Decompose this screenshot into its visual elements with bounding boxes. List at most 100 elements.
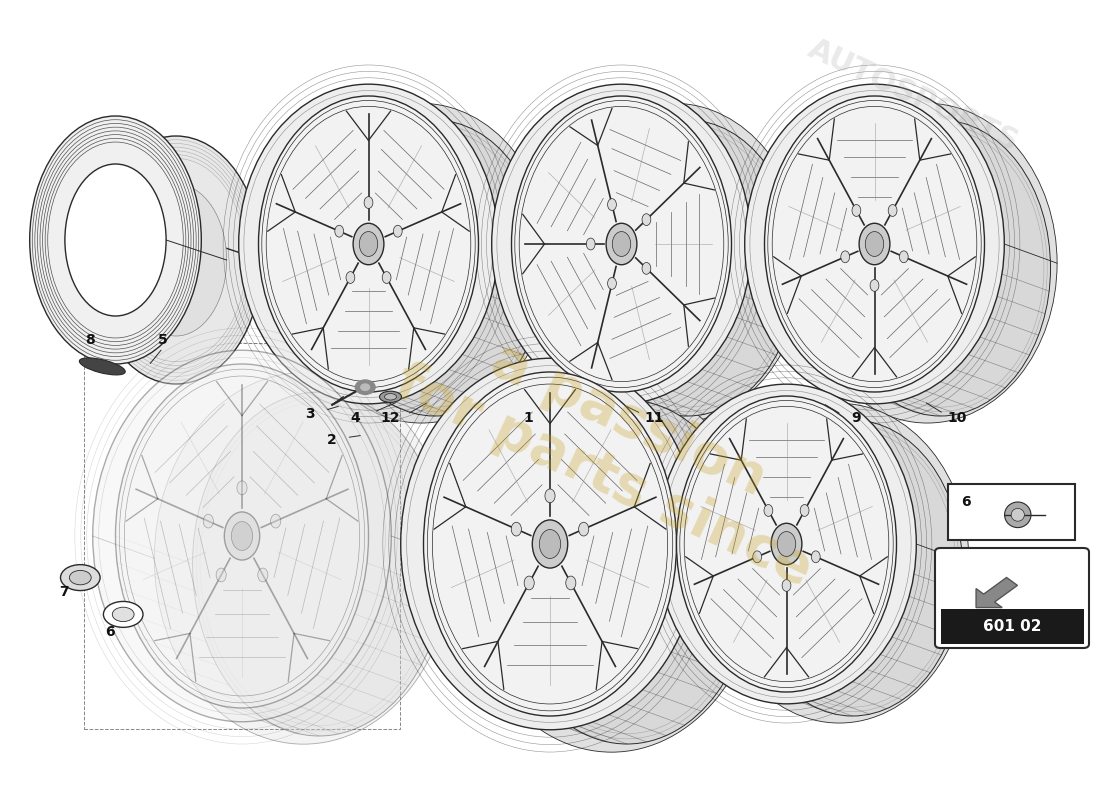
Ellipse shape (764, 505, 773, 516)
Ellipse shape (400, 358, 700, 730)
Ellipse shape (539, 530, 561, 558)
Ellipse shape (900, 251, 909, 262)
FancyBboxPatch shape (935, 548, 1089, 648)
Text: 6: 6 (106, 625, 114, 639)
Ellipse shape (544, 489, 556, 502)
Ellipse shape (364, 197, 373, 209)
Ellipse shape (257, 568, 268, 582)
Ellipse shape (830, 120, 1050, 416)
Ellipse shape (394, 226, 403, 237)
Ellipse shape (888, 205, 896, 216)
Ellipse shape (103, 602, 143, 627)
Ellipse shape (204, 514, 213, 528)
Text: a passion
for parts since: a passion for parts since (385, 299, 847, 597)
Text: 1: 1 (524, 410, 532, 425)
Ellipse shape (236, 481, 248, 494)
Ellipse shape (385, 394, 396, 400)
Ellipse shape (800, 505, 808, 516)
Ellipse shape (379, 391, 401, 402)
Ellipse shape (125, 184, 227, 336)
Ellipse shape (812, 551, 821, 562)
Ellipse shape (69, 570, 91, 585)
Ellipse shape (382, 272, 390, 283)
Ellipse shape (92, 350, 392, 722)
Ellipse shape (613, 231, 630, 257)
Ellipse shape (607, 198, 616, 210)
Ellipse shape (782, 579, 791, 591)
Ellipse shape (60, 565, 100, 590)
Ellipse shape (79, 358, 125, 375)
Ellipse shape (642, 262, 651, 274)
Ellipse shape (752, 551, 761, 562)
Ellipse shape (324, 120, 544, 416)
FancyBboxPatch shape (948, 484, 1075, 540)
Ellipse shape (1011, 509, 1024, 522)
Ellipse shape (578, 120, 798, 416)
Ellipse shape (346, 272, 355, 283)
Ellipse shape (710, 403, 969, 723)
Ellipse shape (544, 103, 804, 423)
Ellipse shape (870, 279, 879, 291)
Ellipse shape (859, 223, 890, 265)
Ellipse shape (657, 384, 916, 704)
Text: 5: 5 (158, 333, 167, 347)
Text: 4: 4 (351, 410, 360, 425)
Circle shape (361, 384, 370, 390)
Ellipse shape (745, 84, 1004, 404)
Polygon shape (976, 578, 1018, 607)
Ellipse shape (231, 522, 253, 550)
Text: 12: 12 (381, 410, 400, 425)
Ellipse shape (1004, 502, 1031, 528)
Ellipse shape (565, 576, 576, 590)
Text: 10: 10 (947, 410, 967, 425)
Ellipse shape (500, 400, 754, 744)
Ellipse shape (742, 420, 962, 716)
Ellipse shape (512, 522, 521, 536)
Ellipse shape (532, 520, 568, 568)
Ellipse shape (852, 205, 861, 216)
Text: AUTOSPORTS: AUTOSPORTS (803, 34, 1023, 158)
Ellipse shape (778, 531, 795, 557)
Ellipse shape (258, 96, 478, 392)
Ellipse shape (239, 84, 498, 404)
Ellipse shape (764, 96, 985, 392)
Ellipse shape (798, 103, 1057, 423)
Ellipse shape (492, 84, 751, 404)
Ellipse shape (606, 223, 637, 265)
Ellipse shape (334, 226, 343, 237)
Ellipse shape (771, 523, 802, 565)
Ellipse shape (607, 278, 616, 290)
Text: 9: 9 (851, 410, 860, 425)
Ellipse shape (90, 136, 262, 384)
Ellipse shape (154, 373, 453, 744)
Text: 11: 11 (645, 410, 664, 425)
Ellipse shape (271, 514, 281, 528)
Text: 601 02: 601 02 (982, 619, 1042, 634)
Ellipse shape (524, 576, 535, 590)
Text: 2: 2 (328, 433, 337, 447)
Ellipse shape (292, 103, 551, 423)
Text: 3: 3 (306, 406, 315, 421)
FancyBboxPatch shape (940, 609, 1084, 644)
Ellipse shape (586, 238, 595, 250)
Ellipse shape (216, 568, 227, 582)
Ellipse shape (112, 607, 134, 622)
Ellipse shape (65, 164, 166, 316)
Ellipse shape (30, 116, 201, 364)
Text: 7: 7 (59, 585, 68, 599)
Ellipse shape (642, 214, 651, 226)
Ellipse shape (424, 372, 676, 716)
Ellipse shape (512, 96, 732, 392)
Text: 8: 8 (86, 333, 95, 347)
Ellipse shape (462, 381, 761, 752)
Ellipse shape (224, 512, 260, 560)
Ellipse shape (192, 392, 446, 736)
Ellipse shape (353, 223, 384, 265)
Ellipse shape (360, 231, 377, 257)
Circle shape (355, 380, 375, 394)
Ellipse shape (116, 364, 368, 708)
Ellipse shape (579, 522, 588, 536)
Ellipse shape (676, 396, 896, 692)
Text: 6: 6 (961, 495, 971, 509)
Ellipse shape (840, 251, 849, 262)
